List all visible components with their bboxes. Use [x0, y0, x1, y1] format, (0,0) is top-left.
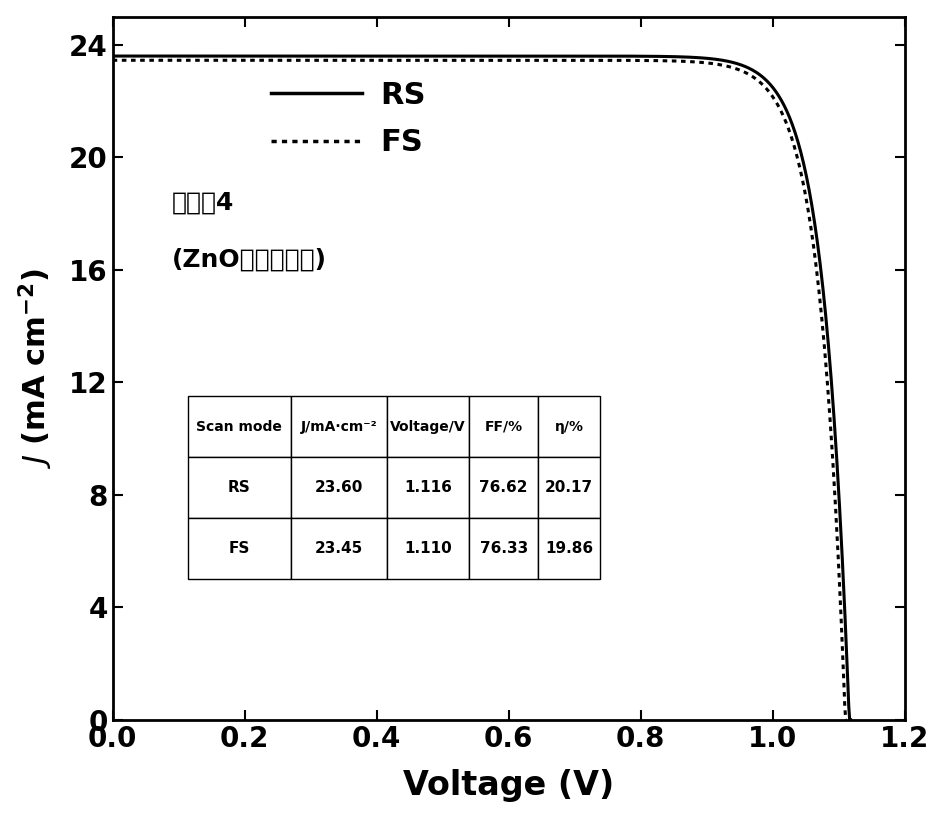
X-axis label: Voltage (V): Voltage (V)	[403, 769, 614, 803]
FS	[107, 56, 118, 66]
Bar	[188, 396, 290, 457]
FS	[152, 56, 164, 66]
Bar	[387, 518, 469, 579]
Bar	[469, 457, 538, 518]
Bar	[290, 457, 387, 518]
Bar	[387, 457, 469, 518]
Text: Voltage/V: Voltage/V	[391, 420, 466, 434]
Bar	[538, 396, 600, 457]
Legend: RS, FS: RS, FS	[271, 81, 426, 157]
Text: Scan mode: Scan mode	[197, 420, 282, 434]
FS	[739, 67, 750, 77]
RS	[107, 51, 118, 61]
Text: 76.62: 76.62	[480, 480, 528, 495]
Bar	[538, 457, 600, 518]
Text: FS: FS	[229, 541, 250, 556]
Bar	[469, 518, 538, 579]
FS	[840, 715, 851, 725]
Bar	[290, 396, 387, 457]
RS	[743, 63, 754, 73]
Text: 实施例4: 实施例4	[172, 191, 235, 215]
Y-axis label: $\mathbf{\it{J}}$ $\mathbf{(mA\ cm^{-2})}$: $\mathbf{\it{J}}$ $\mathbf{(mA\ cm^{-2})…	[17, 268, 55, 468]
Bar	[469, 396, 538, 457]
RS	[577, 51, 588, 61]
Text: 23.45: 23.45	[315, 541, 363, 556]
Bar	[290, 518, 387, 579]
Line: FS: FS	[113, 61, 847, 720]
Text: 23.60: 23.60	[315, 480, 363, 495]
Bar	[188, 518, 290, 579]
Text: RS: RS	[228, 480, 251, 495]
Text: J/mA·cm⁻²: J/mA·cm⁻²	[301, 420, 377, 434]
RS	[555, 51, 567, 61]
RS	[844, 715, 855, 725]
FS	[574, 56, 586, 66]
FS	[664, 56, 675, 66]
Text: η/%: η/%	[554, 420, 584, 434]
RS	[535, 51, 547, 61]
Line: RS: RS	[113, 56, 850, 720]
RS	[845, 715, 856, 725]
Text: 1.110: 1.110	[404, 541, 452, 556]
Text: 76.33: 76.33	[480, 541, 528, 556]
FS	[841, 715, 852, 725]
Text: FF/%: FF/%	[484, 420, 523, 434]
Bar	[387, 396, 469, 457]
FS	[534, 56, 545, 66]
Text: 1.116: 1.116	[404, 480, 452, 495]
Text: (ZnO经硫脲处理): (ZnO经硫脲处理)	[172, 247, 327, 271]
Bar	[538, 518, 600, 579]
RS	[667, 52, 678, 61]
Text: 19.86: 19.86	[545, 541, 593, 556]
FS	[552, 56, 564, 66]
RS	[152, 51, 164, 61]
Bar	[188, 457, 290, 518]
Text: 20.17: 20.17	[545, 480, 593, 495]
